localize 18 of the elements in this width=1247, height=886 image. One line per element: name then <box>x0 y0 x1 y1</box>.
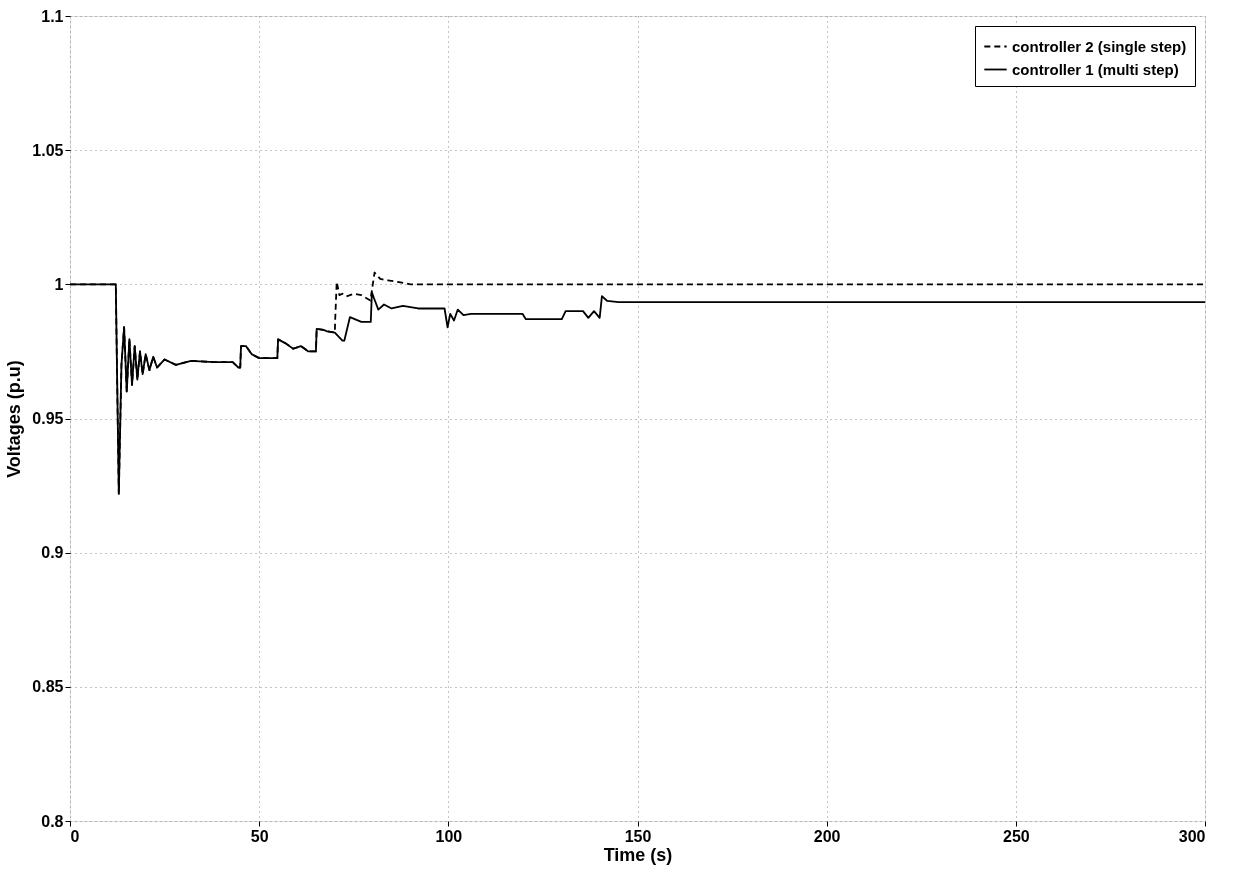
x-tick-label: 200 <box>813 827 841 845</box>
x-tick-label: 300 <box>1178 827 1206 845</box>
x-tick-label: 250 <box>1002 827 1030 845</box>
x-tick-label: 100 <box>435 827 463 845</box>
x-tick-label: 0 <box>70 827 80 845</box>
y-tick-label: 0.8 <box>41 812 64 830</box>
x-tick-label: 150 <box>624 827 652 845</box>
y-axis-title: Voltages (p.u) <box>4 360 25 478</box>
y-tick-label: 0.95 <box>32 410 64 427</box>
legend-label: controller 1 (multi step) <box>1012 60 1179 78</box>
x-tick-label: 50 <box>250 827 269 845</box>
y-tick-label: 0.9 <box>41 544 64 562</box>
y-tick-label: 1.05 <box>32 141 64 159</box>
x-axis-title: Time (s) <box>603 844 673 865</box>
y-tick-label: 1.1 <box>41 7 64 25</box>
y-tick-label: 0.85 <box>32 678 64 696</box>
y-tick-label: 1 <box>54 275 64 293</box>
legend-label: controller 2 (single step) <box>1012 37 1187 55</box>
